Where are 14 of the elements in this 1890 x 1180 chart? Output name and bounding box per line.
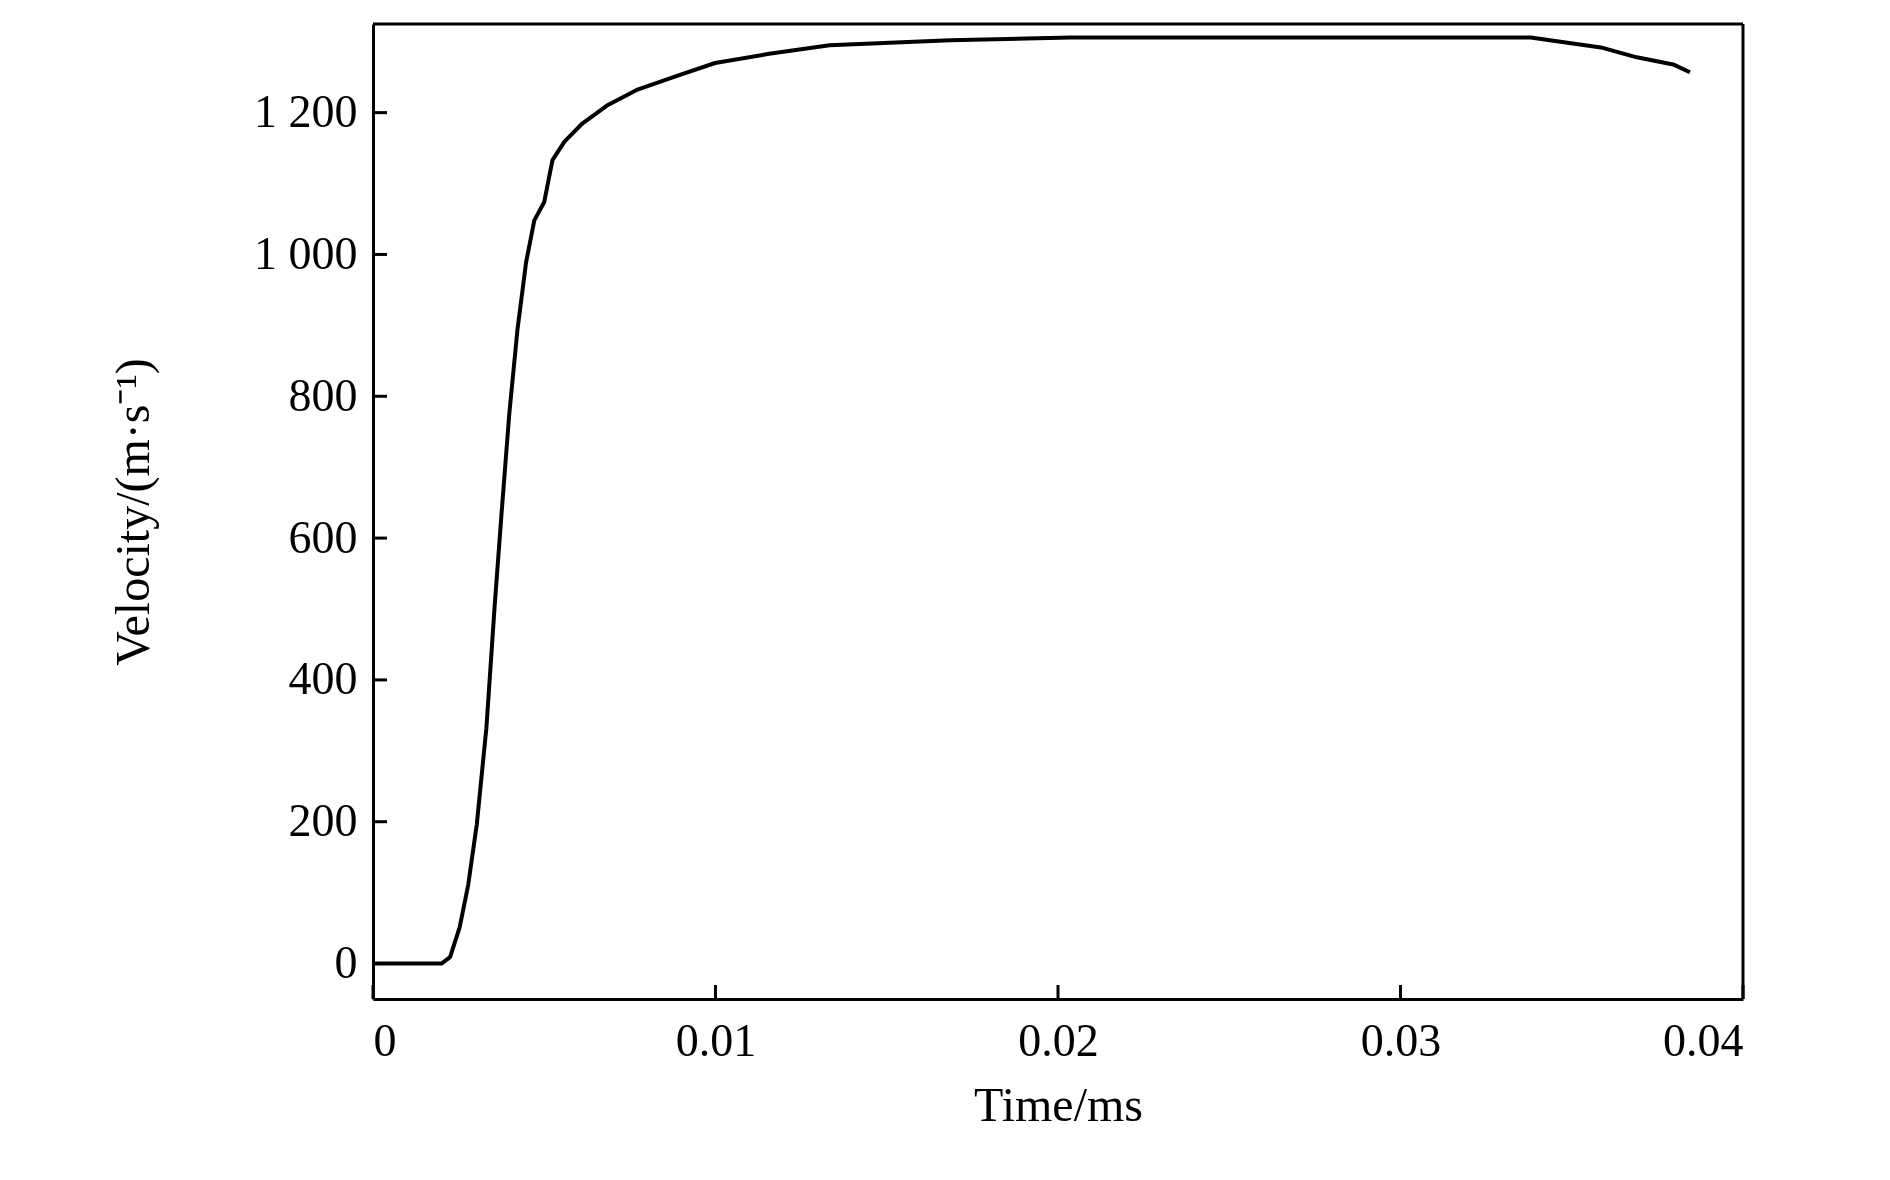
- y-tick-label: 800: [288, 369, 358, 421]
- x-tick-label: 0.04: [1663, 1014, 1744, 1066]
- y-tick-label: 400: [288, 653, 358, 705]
- y-tick-label: 1 200: [254, 86, 358, 138]
- y-tick-label: 200: [288, 795, 358, 847]
- x-tick-label: 0: [373, 1014, 397, 1066]
- x-tick-label: 0.02: [1018, 1014, 1099, 1066]
- y-tick-label: 0: [334, 937, 358, 989]
- y-tick-label: 1 000: [254, 227, 358, 279]
- y-axis-title: Velocity/(m·s⁻¹): [106, 358, 160, 666]
- y-tick-label: 600: [288, 511, 358, 563]
- x-axis-title: Time/ms: [974, 1077, 1143, 1131]
- x-tick-label: 0.03: [1360, 1014, 1442, 1066]
- x-tick-label: 0.01: [675, 1014, 757, 1066]
